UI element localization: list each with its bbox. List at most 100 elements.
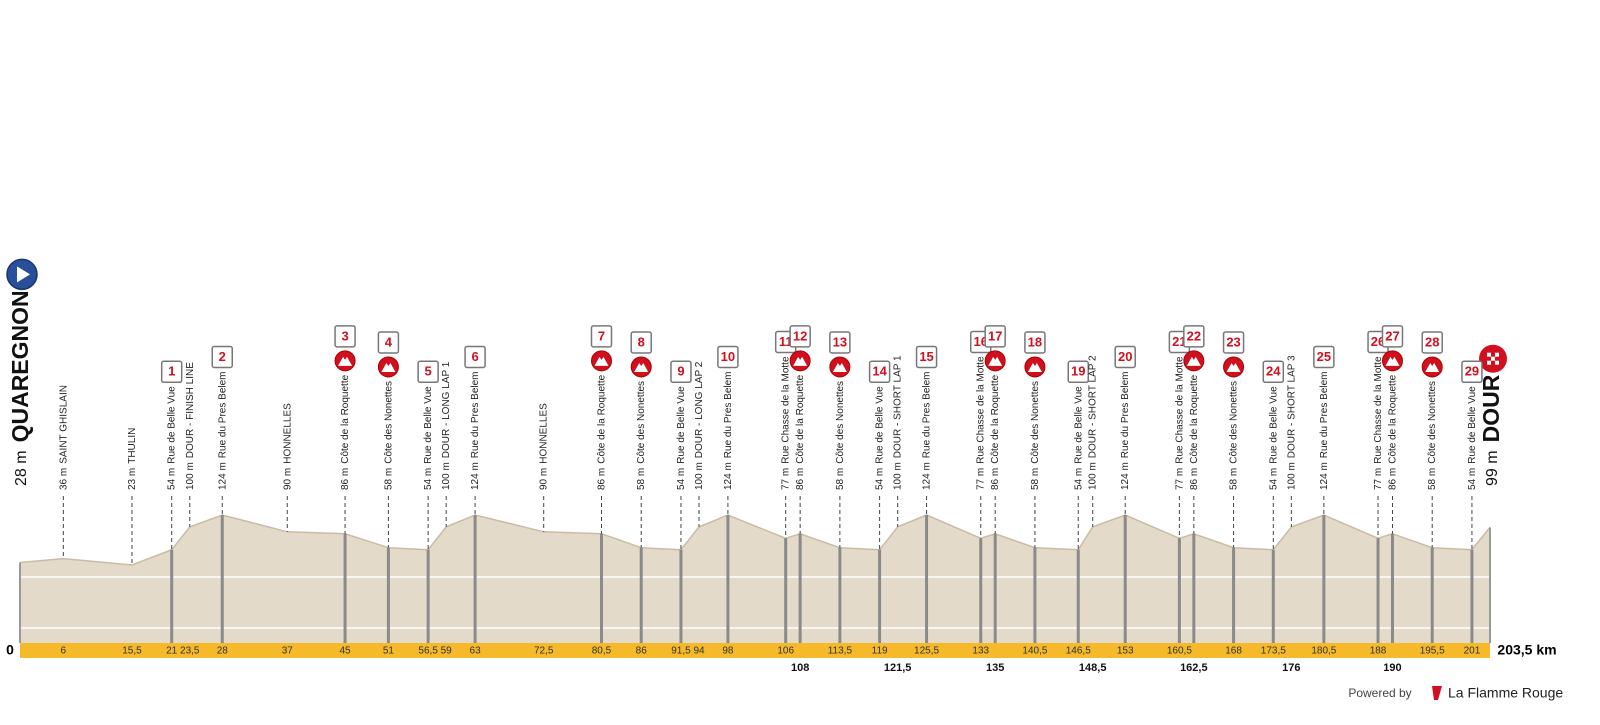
marker-number: 3 xyxy=(341,328,348,343)
km-label: 94 xyxy=(693,646,705,657)
waypoint-label: 77 m Rue Chasse de la Motte xyxy=(975,356,986,490)
km-label: 201 xyxy=(1464,646,1481,657)
marker-number: 8 xyxy=(638,334,645,349)
waypoint-name: Rue de Belle Vue xyxy=(1268,386,1279,464)
waypoint-elevation: 86 m xyxy=(1188,468,1199,490)
marker-number: 14 xyxy=(872,364,887,379)
waypoint-label: 54 m Rue de Belle Vue xyxy=(166,386,177,490)
waypoint-name: HONNELLES xyxy=(282,403,293,464)
km-label: 135 xyxy=(986,662,1004,674)
km-label: 113,5 xyxy=(828,646,853,657)
waypoint-name: Rue Chasse de la Motte xyxy=(1174,356,1185,464)
km-label: 106 xyxy=(777,646,794,657)
waypoint-label: 100 m DOUR - SHORT LAP 3 xyxy=(1286,355,1297,490)
marker-box xyxy=(670,360,692,384)
marker-box xyxy=(1381,325,1404,348)
km-label: 140,5 xyxy=(1022,646,1047,657)
waypoint-elevation: 86 m xyxy=(1387,468,1398,490)
finish-label: 99 m DOUR xyxy=(1478,374,1504,486)
km-label: 6 xyxy=(61,646,67,657)
marker-box xyxy=(1222,331,1245,354)
marker-number: 1 xyxy=(168,364,175,379)
waypoint-elevation: 90 m xyxy=(282,468,293,490)
waypoint-elevation: 90 m xyxy=(538,468,549,490)
km-label: 173,5 xyxy=(1261,646,1286,657)
waypoint-label: 77 m Rue Chasse de la Motte xyxy=(1373,356,1384,490)
waypoint-label: 90 m HONNELLES xyxy=(282,403,293,490)
marker-box xyxy=(590,325,613,348)
waypoint-name: Rue Chasse de la Motte xyxy=(1373,356,1384,464)
waypoint-elevation: 58 m xyxy=(383,468,394,490)
waypoint-elevation: 77 m xyxy=(1373,468,1384,490)
waypoint-elevation: 86 m xyxy=(340,468,351,490)
waypoint-elevation: 23 m xyxy=(127,468,138,490)
marker-number: 5 xyxy=(425,364,432,379)
finish-flag-cell xyxy=(1487,360,1491,365)
marker-number: 13 xyxy=(833,334,847,349)
waypoint-elevation: 124 m xyxy=(921,462,932,490)
marker-box xyxy=(464,345,486,369)
place-name: DOUR xyxy=(1478,374,1504,442)
km-label: 203,5 km xyxy=(1497,642,1556,658)
waypoint-elevation: 86 m xyxy=(990,468,1001,490)
waypoint-label: 54 m Rue de Belle Vue xyxy=(1073,386,1084,490)
km-label: 146,5 xyxy=(1066,646,1091,657)
start-icon-arrow xyxy=(17,266,30,283)
km-label: 63 xyxy=(470,646,482,657)
waypoint-elevation: 54 m xyxy=(423,468,434,490)
waypoint-label: 86 m Côte de la Roquette xyxy=(1387,374,1398,490)
waypoint-label: 86 m Côte de la Roquette xyxy=(990,374,1001,490)
waypoint-label: 58 m Côte des Nonettes xyxy=(1427,381,1438,490)
waypoint-label: 58 m Côte des Nonettes xyxy=(835,381,846,490)
waypoint-elevation: 58 m xyxy=(835,468,846,490)
km-label: 59 xyxy=(441,646,453,657)
marker-number: 19 xyxy=(1071,364,1085,379)
marker-number: 26 xyxy=(1371,334,1385,349)
waypoint-label: 36 m SAINT GHISLAIN xyxy=(58,385,69,490)
start-label: 28 m QUAREGNON xyxy=(7,290,33,486)
marker-box xyxy=(1313,345,1335,369)
elevation-label: 28 m xyxy=(13,450,30,486)
km-label: 153 xyxy=(1117,646,1134,657)
marker-box xyxy=(1067,360,1090,384)
waypoint-elevation: 77 m xyxy=(975,468,986,490)
km-label: 45 xyxy=(339,646,351,657)
marker-box xyxy=(868,360,891,384)
waypoint-elevation: 77 m xyxy=(1174,468,1185,490)
waypoint-elevation: 124 m xyxy=(723,462,734,490)
km-label: 51 xyxy=(383,646,395,657)
waypoint-elevation: 124 m xyxy=(470,462,481,490)
waypoint-elevation: 100 m xyxy=(1087,462,1098,490)
marker-number: 9 xyxy=(677,364,684,379)
marker-number: 10 xyxy=(721,349,735,364)
waypoint-label: 124 m Rue du Pres Belem xyxy=(723,371,734,490)
km-label: 108 xyxy=(791,662,809,674)
km-label: 121,5 xyxy=(884,662,912,674)
marker-number: 12 xyxy=(793,328,807,343)
km-label: 98 xyxy=(722,646,734,657)
waypoint-name: Côte des Nonettes xyxy=(1030,381,1041,464)
waypoint-name: Côte de la Roquette xyxy=(795,374,806,463)
marker-number: 20 xyxy=(1118,349,1132,364)
marker-number: 23 xyxy=(1226,334,1240,349)
marker-number: 27 xyxy=(1385,328,1399,343)
marker-number: 2 xyxy=(219,349,226,364)
marker-box xyxy=(334,325,356,348)
waypoint-label: 77 m Rue Chasse de la Motte xyxy=(780,356,791,490)
waypoint-label: 58 m Côte des Nonettes xyxy=(1030,381,1041,490)
waypoint-name: Rue du Pres Belem xyxy=(217,371,228,458)
waypoint-label: 54 m Rue de Belle Vue xyxy=(874,386,885,490)
marker-box xyxy=(1461,360,1483,384)
marker-box xyxy=(1114,345,1136,369)
waypoint-name: Rue de Belle Vue xyxy=(1073,386,1084,464)
waypoint-name: Rue du Pres Belem xyxy=(1318,371,1329,458)
marker-number: 21 xyxy=(1172,334,1186,349)
waypoint-elevation: 100 m xyxy=(441,462,452,490)
climb-icon-mountain xyxy=(634,362,649,372)
waypoint-label: 77 m Rue Chasse de la Motte xyxy=(1174,356,1185,490)
waypoint-elevation: 54 m xyxy=(1073,468,1084,490)
km-label: 80,5 xyxy=(592,646,612,657)
km-label: 133 xyxy=(972,646,989,657)
marker-number: 22 xyxy=(1187,328,1201,343)
km-label: 190 xyxy=(1383,662,1401,674)
